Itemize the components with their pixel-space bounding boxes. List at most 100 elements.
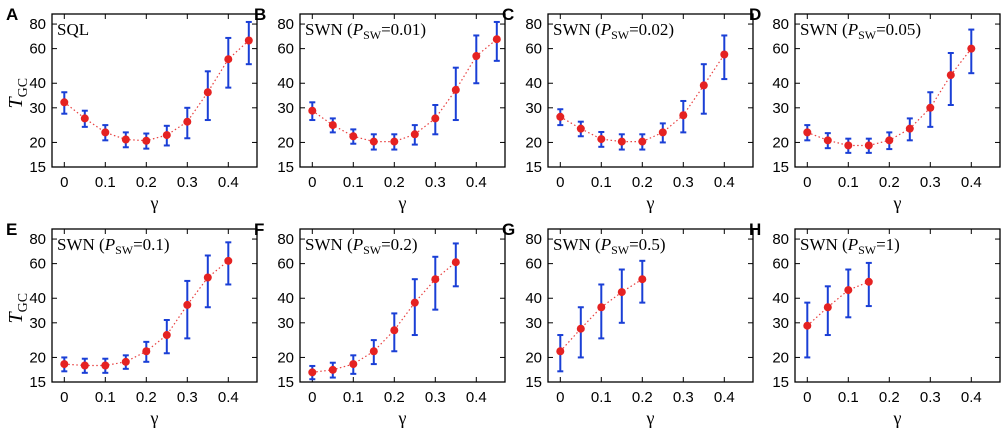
data-point <box>658 128 667 137</box>
x-axis-label: γ <box>646 408 655 428</box>
x-tick-label: 0.1 <box>591 389 612 406</box>
y-tick-label: 30 <box>29 100 46 117</box>
y-tick-label: 80 <box>525 16 542 33</box>
panel-title-p: P <box>600 235 611 254</box>
panel-title-sub: SW <box>611 243 630 257</box>
y-tick-label: 30 <box>277 315 294 332</box>
panel-c: C 0 0.1 0.2 0.3 0.4 15 20 30 40 60 80 γ SWN (PSW=0.02… <box>502 5 754 213</box>
error-bar <box>432 255 439 311</box>
y-tick-label: 60 <box>772 256 789 273</box>
y-tick-label: 30 <box>525 315 542 332</box>
data-point <box>80 114 89 123</box>
x-tick-label: 0.2 <box>632 174 653 191</box>
panel-title-main: SWN ( <box>553 235 601 254</box>
panel-title-main: SWN ( <box>57 235 105 254</box>
data-point <box>349 360 358 369</box>
panel-title: SWN (PSW=0.5) <box>553 235 666 257</box>
data-point <box>224 256 233 265</box>
data-point <box>556 112 565 121</box>
data-point <box>121 357 130 366</box>
plot-frame <box>51 228 258 383</box>
y-tick-label: 60 <box>525 256 542 273</box>
x-tick-label: 0.2 <box>879 389 900 406</box>
panel-b: B 0 0.1 0.2 0.3 0.4 15 20 30 40 60 80 γ SWN (PSW=0.01… <box>254 5 506 213</box>
panel-title: SWN (PSW=0.05) <box>800 20 921 42</box>
error-bar <box>804 301 811 359</box>
data-point <box>224 55 233 64</box>
data-point <box>699 81 708 90</box>
data-point <box>864 141 873 150</box>
data-point <box>162 331 171 340</box>
panel-f: F 0 0.1 0.2 0.3 0.4 15 20 30 40 60 80 γ SWN (PSW=0.2) <box>254 220 506 428</box>
x-tick-label: 0.2 <box>384 389 405 406</box>
x-tick-label: 0.2 <box>384 174 405 191</box>
data-point <box>905 124 914 133</box>
y-tick-label: 30 <box>29 315 46 332</box>
data-point <box>926 103 935 112</box>
data-point <box>823 136 832 145</box>
data-point <box>328 121 337 130</box>
x-tick-label: 0 <box>60 389 68 406</box>
x-tick-label: 0.1 <box>343 174 364 191</box>
y-tick-label: 60 <box>277 41 294 58</box>
data-point <box>844 286 853 295</box>
x-tick-label: 0.2 <box>136 389 157 406</box>
x-axis-label: γ <box>398 408 407 428</box>
data-point <box>308 106 317 115</box>
panel-title-sub: SW <box>363 243 382 257</box>
panel-title: SWN (PSW=0.1) <box>57 235 170 257</box>
x-tick-label: 0.1 <box>95 174 116 191</box>
x-tick-label: 0.4 <box>714 389 735 406</box>
data-point <box>472 52 481 61</box>
x-tick-label: 0.4 <box>961 389 982 406</box>
x-axis-label: γ <box>646 193 655 213</box>
panel-title-main: SWN ( <box>305 235 353 254</box>
panel-title-value: =0.1) <box>133 235 170 254</box>
y-tick-label: 60 <box>525 41 542 58</box>
x-tick-label: 0.4 <box>961 174 982 191</box>
y-tick-label: 20 <box>772 134 789 151</box>
x-tick-label: 0.4 <box>466 174 487 191</box>
y-tick-label: 80 <box>29 16 46 33</box>
plot-frame <box>299 228 506 383</box>
error-bar <box>184 279 191 340</box>
data-point <box>885 136 894 145</box>
data-point <box>967 44 976 53</box>
x-tick-label: 0 <box>556 174 564 191</box>
y-tick-label: 15 <box>277 159 294 176</box>
y-tick-label: 15 <box>29 159 46 176</box>
panel-title-p: P <box>847 235 858 254</box>
data-point <box>451 258 460 267</box>
y-tick-label: 40 <box>29 75 46 92</box>
data-point <box>431 114 440 123</box>
panel-letter: E <box>6 220 17 239</box>
y-tick-label: 30 <box>277 100 294 117</box>
x-tick-label: 0.3 <box>673 174 694 191</box>
y-tick-label: 40 <box>772 75 789 92</box>
data-point <box>183 300 192 309</box>
y-axis-label: TGC <box>5 78 31 109</box>
x-tick-label: 0.1 <box>95 389 116 406</box>
x-tick-label: 0.3 <box>673 389 694 406</box>
data-point <box>803 321 812 330</box>
x-tick-label: 0 <box>803 389 811 406</box>
data-point <box>369 347 378 356</box>
panel-letter: C <box>502 5 514 24</box>
panel-title-main: SWN ( <box>553 20 601 39</box>
x-tick-label: 0.4 <box>218 174 239 191</box>
plot-frame <box>794 228 1001 383</box>
data-point <box>162 131 171 140</box>
x-axis-label: γ <box>398 193 407 213</box>
y-tick-label: 15 <box>29 374 46 391</box>
panel-title-p: P <box>352 20 363 39</box>
panel-title-p: P <box>104 235 115 254</box>
panel-title: SQL <box>57 20 89 39</box>
panel-d: D 0 0.1 0.2 0.3 0.4 15 20 30 40 60 80 γ SWN (PSW=0.05… <box>749 5 1001 213</box>
panel-title-main: SWN ( <box>305 20 353 39</box>
plot-frame <box>794 13 1001 168</box>
data-point <box>720 50 729 59</box>
data-point <box>328 365 337 374</box>
data-point <box>60 360 69 369</box>
panel-title-p: P <box>847 20 858 39</box>
